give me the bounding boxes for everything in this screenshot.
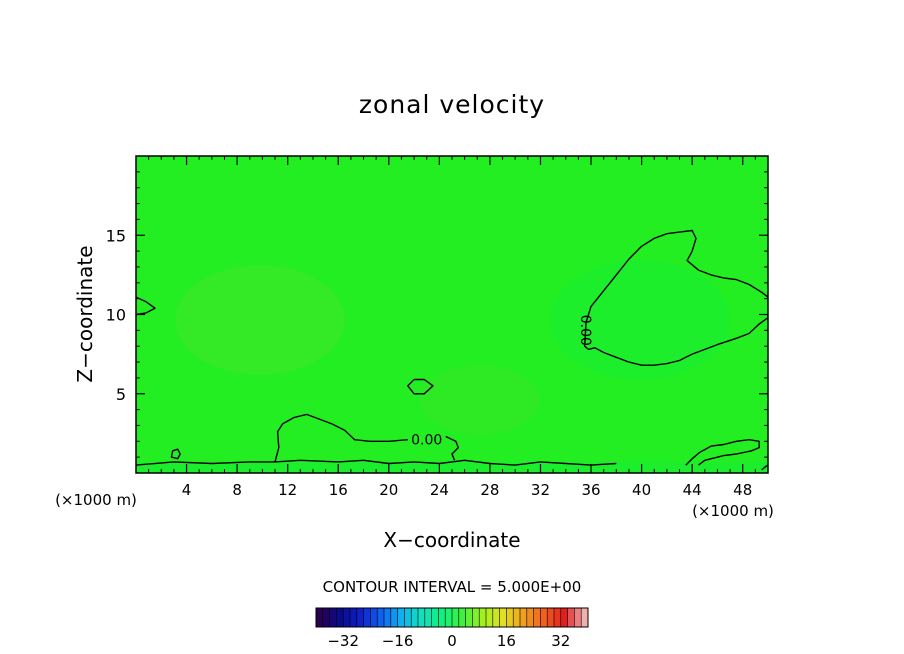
y-tick-label: 5 [116,385,126,404]
colorbar-band [363,608,371,627]
x-tick-label: 28 [480,481,499,499]
y-axis-tick-labels: 5 10 15 [106,226,126,404]
x-axis-ticks [148,156,756,473]
colorbar-band [431,608,439,627]
colorbar-band [547,608,554,627]
colorbar-band [499,608,507,627]
colorbar-band [438,608,446,627]
colorbar-band [390,608,398,627]
contour-line [407,378,434,395]
colorbar-band [370,608,378,627]
plot-area: 0.00 0.00 [135,155,769,474]
colorbar-tick-label: 0 [447,632,457,650]
colorbar-band [486,608,493,627]
field-patch [175,265,345,375]
x-tick-label: 4 [182,481,192,499]
field-patch [420,365,540,435]
x-tick-label: 16 [329,481,348,499]
colorbar-band [336,608,344,627]
contour-interval-text: CONTOUR INTERVAL = 5.000E+00 [323,578,582,596]
x-tick-label: 40 [632,481,651,499]
colorbar-tick-label: 32 [551,632,570,650]
colorbar-band [424,608,432,627]
colorbar-band [492,608,500,627]
x-tick-label: 24 [430,481,449,499]
velocity-field [136,156,768,473]
colorbar-band [322,608,330,627]
chart-title: zonal velocity [359,90,545,119]
colorbar-band [581,608,588,627]
contour-line [136,459,617,466]
colorbar-band [343,608,350,627]
contour-label-layer: 0.00 0.00 [411,315,593,449]
colorbar-band [418,608,425,627]
contour-line [685,439,760,466]
contour-label: 0.00 [411,433,442,449]
colorbar-tick-label: 16 [497,632,516,650]
colorbar-bands [315,608,588,627]
field-patch [136,462,768,473]
colorbar-band [506,608,514,627]
colorbar-tick-label: −32 [327,632,359,650]
colorbar-band [560,608,568,627]
colorbar-band [377,608,384,627]
x-tick-label: 12 [278,481,297,499]
y-tick-label: 10 [106,306,126,325]
colorbar-band [472,608,480,627]
x-unit-label-left: (×1000 m) [55,491,137,509]
colorbar-band [350,608,357,627]
y-axis-ticks [136,171,768,458]
x-tick-label: 36 [581,481,600,499]
contour-layer [136,229,768,471]
colorbar-frame [315,607,589,628]
x-tick-label: 32 [531,481,550,499]
contour-line [136,296,156,316]
x-tick-label: 44 [683,481,702,499]
colorbar-tick-labels: −32 −16 0 16 32 [327,632,570,650]
field-patch [550,260,730,380]
colorbar-band [567,608,575,627]
colorbar-band [479,608,486,627]
colorbar: −32 −16 0 16 32 [315,607,589,650]
y-axis-label: Z−coordinate [73,245,97,382]
contour-line [445,435,459,461]
contour-label: 0.00 [577,315,593,346]
colorbar-band [574,608,582,627]
colorbar-band [356,608,364,627]
colorbar-band [404,608,412,627]
y-tick-label: 15 [106,226,126,245]
colorbar-band [452,608,459,627]
colorbar-band [520,608,527,627]
colorbar-band [411,608,418,627]
colorbar-band [513,608,520,627]
colorbar-band [329,608,337,627]
colorbar-band [554,608,561,627]
x-axis-tick-labels: 4 8 12 16 20 24 28 32 36 40 44 48 [182,481,752,499]
colorbar-tick-label: −16 [382,632,414,650]
colorbar-band [533,608,541,627]
colorbar-band [526,608,534,627]
colorbar-band [540,608,548,627]
contour-line [761,464,768,471]
x-unit-label-right: (×1000 m) [692,502,774,520]
x-axis-label: X−coordinate [383,528,520,552]
colorbar-band [384,608,391,627]
colorbar-band [458,608,466,627]
colorbar-band [316,608,323,627]
contour-line [584,229,768,366]
x-tick-label: 20 [379,481,398,499]
contour-line [274,413,408,463]
colorbar-band [465,608,473,627]
x-tick-label: 48 [733,481,752,499]
field-shading [136,260,768,473]
contour-line [170,448,181,460]
colorbar-band [445,608,452,627]
x-tick-label: 8 [232,481,242,499]
colorbar-band [397,608,405,627]
